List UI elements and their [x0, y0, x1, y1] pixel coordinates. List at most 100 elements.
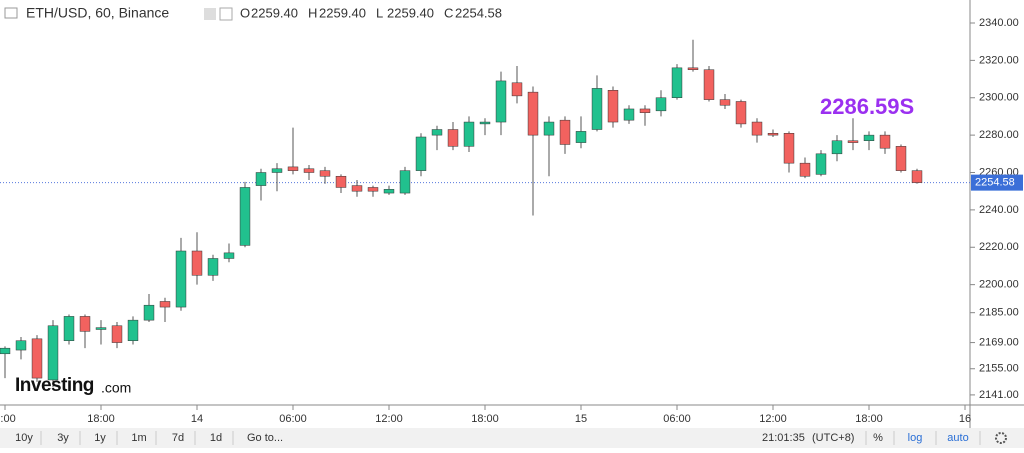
x-tick-label: 16: [959, 413, 971, 425]
x-tick-label: 06:00: [279, 413, 307, 425]
y-tick-label: 2141.00: [979, 389, 1019, 401]
candle-body: [911, 170, 923, 183]
price-label: 2254.58: [975, 177, 1015, 189]
candle-body: [431, 129, 443, 136]
candle-body: [847, 140, 859, 143]
candle-body: [751, 121, 763, 136]
candle-body: [271, 168, 283, 173]
ohlc-key: L: [376, 5, 383, 20]
ohlc-value: 2259.40: [387, 5, 434, 20]
candle-body: [63, 316, 75, 341]
candle-body: [47, 325, 59, 381]
x-tick-label: 2:00: [0, 413, 16, 425]
y-tick-label: 2320.00: [979, 54, 1019, 66]
candle-body: [623, 108, 635, 121]
timezone: (UTC+8): [812, 432, 854, 444]
candle-body: [687, 67, 699, 70]
candle-body: [303, 168, 315, 173]
candle-body: [319, 170, 331, 177]
candle-body: [783, 133, 795, 164]
candle-body: [703, 69, 715, 100]
candle-body: [815, 153, 827, 175]
candle-body: [575, 131, 587, 143]
candle-body: [591, 88, 603, 130]
candle-body: [239, 187, 251, 246]
x-tick-label: 18:00: [855, 413, 883, 425]
candle-body: [143, 304, 155, 321]
range-button[interactable]: 7d: [172, 432, 184, 444]
range-button[interactable]: 1y: [94, 432, 106, 444]
candle-body: [415, 136, 427, 171]
settings-icon[interactable]: [995, 432, 1007, 444]
candle-body: [607, 90, 619, 123]
ohlc-value: 2254.58: [455, 5, 502, 20]
candle-body: [767, 133, 779, 136]
candle-body: [111, 325, 123, 343]
candle-body: [895, 146, 907, 171]
candle-body: [255, 172, 267, 186]
candle-body: [15, 340, 27, 351]
x-tick-label: 15: [575, 413, 587, 425]
candle-body: [719, 99, 731, 106]
percent-button[interactable]: %: [873, 432, 883, 444]
x-tick-label: 18:00: [87, 413, 115, 425]
range-button[interactable]: 1d: [210, 432, 222, 444]
price-label-bg: [971, 174, 1023, 191]
candle-body: [527, 91, 539, 136]
candle-body: [367, 187, 379, 192]
range-button[interactable]: 1m: [131, 432, 146, 444]
candle-body: [79, 316, 91, 332]
candle-body: [495, 80, 507, 123]
y-tick-label: 2220.00: [979, 241, 1019, 253]
y-tick-label: 2185.00: [979, 307, 1019, 319]
y-tick-label: 2155.00: [979, 363, 1019, 375]
candle-body: [799, 162, 811, 177]
candle-body: [559, 119, 571, 145]
candle-body: [655, 97, 667, 112]
clock: 21:01:35: [762, 432, 805, 444]
icon[interactable]: [219, 7, 233, 21]
candle-body: [735, 101, 747, 125]
log-button[interactable]: log: [908, 432, 923, 444]
candle-body: [127, 319, 139, 341]
y-tick-label: 2200.00: [979, 279, 1019, 291]
y-tick-label: 2280.00: [979, 129, 1019, 141]
goto-button[interactable]: Go to...: [247, 432, 283, 444]
x-tick-label: 12:00: [759, 413, 787, 425]
ohlc-key: C: [444, 5, 453, 20]
candle-body: [175, 250, 187, 308]
candle-body: [31, 338, 43, 379]
icon[interactable]: [204, 8, 216, 20]
candle-body: [879, 134, 891, 149]
candle-body: [335, 175, 347, 188]
candle-body: [511, 82, 523, 97]
candle-body: [159, 301, 171, 308]
candle-body: [863, 134, 875, 141]
range-button[interactable]: 3y: [57, 432, 69, 444]
y-tick-label: 2300.00: [979, 92, 1019, 104]
ohlc-key: O: [240, 5, 250, 20]
range-button[interactable]: 10y: [15, 432, 33, 444]
candle-body: [0, 347, 11, 355]
candle-body: [351, 185, 363, 192]
y-tick-label: 2169.00: [979, 336, 1019, 348]
candle-body: [463, 121, 475, 147]
candle-body: [207, 258, 219, 276]
x-tick-label: 18:00: [471, 413, 499, 425]
y-tick-label: 2240.00: [979, 204, 1019, 216]
ohlc-value: 2259.40: [319, 5, 366, 20]
candle-body: [639, 108, 651, 113]
candle-body: [831, 140, 843, 155]
header-bg: [0, 3, 200, 23]
candle-body: [543, 121, 555, 136]
menu-icon[interactable]: [4, 7, 18, 19]
x-tick-label: 12:00: [375, 413, 403, 425]
candle-body: [383, 189, 395, 194]
auto-button[interactable]: auto: [947, 432, 968, 444]
x-tick-label: 06:00: [663, 413, 691, 425]
ohlc-key: H: [308, 5, 317, 20]
logo-brand: Investing: [15, 375, 94, 396]
plot: [0, 22, 975, 410]
y-tick-label: 2340.00: [979, 17, 1019, 29]
